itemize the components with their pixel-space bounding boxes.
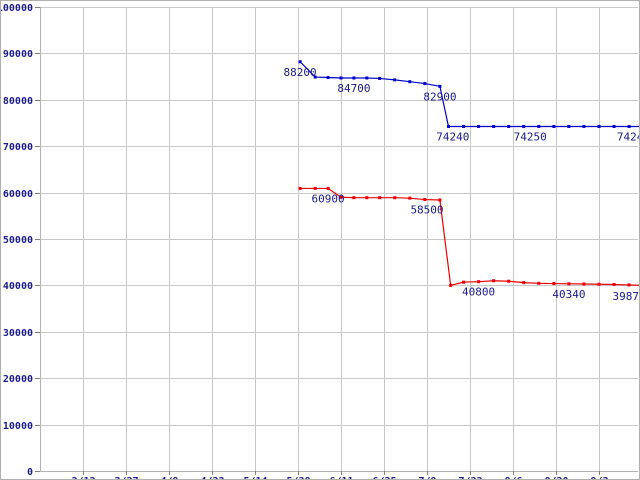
- data-point-marker: [552, 282, 556, 286]
- y-tick-label: 40000: [3, 281, 33, 292]
- data-point-marker: [567, 282, 571, 286]
- data-point-marker: [567, 125, 571, 128]
- data-point-marker: [597, 125, 601, 129]
- x-tick-label: 6/25: [372, 476, 396, 480]
- data-point-marker: [339, 195, 343, 199]
- x-tick-label: 5/14: [243, 476, 267, 480]
- x-axis-ticks: 3/13 3/27 4/9 4/23 5/14 5/28 6/11 6/25 7/9 7/23 8/…: [71, 471, 609, 480]
- x-tick-label: 7/9: [418, 476, 436, 480]
- data-point-marker: [462, 125, 466, 129]
- data-point-marker: [298, 60, 302, 64]
- data-point-marker: [447, 125, 450, 129]
- x-tick-label: 3/13: [71, 476, 95, 480]
- x-tick-label: 8/20: [544, 476, 568, 480]
- data-point-marker: [313, 75, 317, 79]
- axes: [40, 7, 638, 472]
- data-point-marker: [326, 76, 330, 80]
- y-tick-label: 70000: [3, 142, 33, 153]
- x-tick-label: 4/9: [160, 476, 178, 480]
- data-point-marker: [582, 282, 586, 286]
- y-tick-label: 0: [27, 467, 33, 478]
- data-point-marker: [537, 124, 541, 128]
- data-point-label: 58500: [410, 204, 443, 217]
- data-point-label: 40340: [552, 288, 585, 301]
- series-blue-series: 88200847008290074240742507424072970: [284, 60, 640, 144]
- data-point-marker: [477, 125, 481, 128]
- x-tick-label: 8/6: [504, 476, 522, 480]
- data-point-marker: [627, 283, 631, 287]
- data-point-marker: [612, 125, 616, 129]
- data-point-marker: [507, 124, 511, 128]
- x-tick-label: 5/28: [286, 476, 310, 480]
- data-point-label: 39870: [613, 290, 640, 303]
- data-point-label: 88200: [284, 66, 317, 79]
- data-point-marker: [477, 280, 481, 284]
- data-point-marker: [438, 84, 442, 88]
- data-point-marker: [582, 125, 586, 128]
- data-point-marker: [552, 124, 556, 128]
- data-point-marker: [462, 280, 466, 284]
- data-point-marker: [408, 196, 412, 200]
- data-point-marker: [492, 124, 496, 128]
- y-tick-label: 20000: [3, 374, 33, 385]
- data-point-marker: [365, 76, 369, 80]
- data-point-marker: [597, 282, 601, 286]
- data-point-label: 60900: [312, 192, 345, 205]
- data-point-marker: [438, 198, 442, 202]
- data-point-marker: [393, 78, 397, 82]
- data-point-marker: [612, 282, 616, 286]
- gridlines: [40, 7, 638, 472]
- data-point-marker: [492, 279, 496, 283]
- data-point-marker: [627, 125, 631, 129]
- y-tick-label: 60000: [3, 189, 33, 200]
- data-point-marker: [393, 196, 397, 200]
- data-point-marker: [423, 198, 427, 202]
- x-tick-label: 3/27: [114, 476, 138, 480]
- data-point-marker: [378, 196, 382, 200]
- y-tick-label: 10000: [3, 421, 33, 432]
- data-point-label: 74240: [617, 131, 640, 144]
- data-point-marker: [423, 82, 427, 86]
- data-point-label: 82900: [423, 90, 456, 103]
- data-point-label: 40800: [462, 286, 495, 299]
- data-point-marker: [365, 196, 369, 200]
- data-point-marker: [522, 281, 526, 285]
- x-tick-label: 6/11: [329, 476, 353, 480]
- data-point-label: 84700: [337, 82, 370, 95]
- y-tick-label: 80000: [3, 96, 33, 107]
- data-point-marker: [408, 80, 412, 84]
- y-tick-label: 50000: [3, 235, 33, 246]
- data-point-marker: [522, 124, 526, 128]
- x-tick-label: 4/23: [200, 476, 224, 480]
- data-point-marker: [507, 279, 511, 283]
- data-point-label: 74240: [436, 131, 469, 144]
- data-point-marker: [537, 281, 541, 285]
- data-point-marker: [352, 196, 356, 200]
- data-point-marker: [313, 186, 317, 190]
- data-point-marker: [378, 76, 382, 80]
- data-point-marker: [339, 76, 343, 80]
- x-tick-label: 9/3: [590, 476, 608, 480]
- data-point-label: 74250: [514, 131, 547, 144]
- data-point-marker: [326, 186, 330, 190]
- series-red-series: 609005850040800403403987034104: [298, 186, 640, 303]
- data-point-marker: [449, 283, 453, 287]
- x-tick-label: 7/23: [458, 476, 482, 480]
- y-tick-label: 90000: [3, 49, 33, 60]
- y-axis-ticks: 1000009000080000700006000050000400003000…: [1, 3, 40, 478]
- data-point-marker: [352, 76, 356, 80]
- data-point-marker: [298, 186, 302, 190]
- y-tick-label: 30000: [3, 328, 33, 339]
